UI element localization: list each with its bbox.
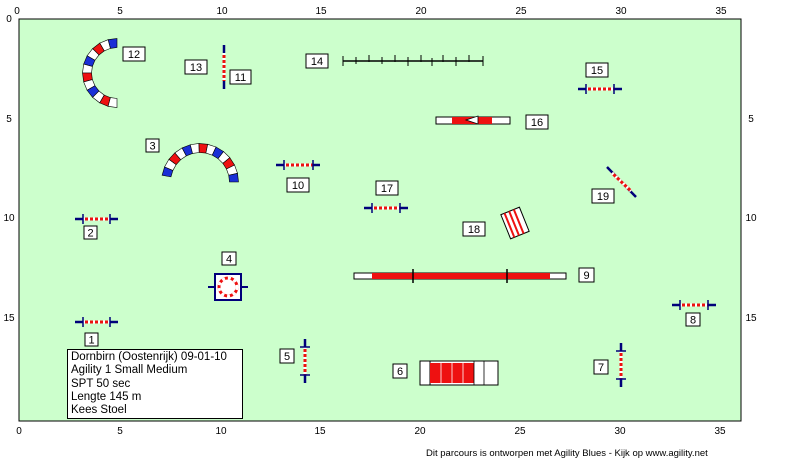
- obstacle-number-13: 13: [184, 59, 208, 75]
- obstacle-number-5: 5: [279, 348, 295, 364]
- top-ruler: 0 5 10 15 20 25 30 35: [14, 6, 727, 17]
- svg-text:13: 13: [190, 62, 202, 74]
- hurdle-7[interactable]: [616, 343, 626, 387]
- obstacle-number-2: 2: [83, 225, 98, 240]
- bottom-ruler: 0 5 10 15 20 25 30 35: [16, 426, 726, 437]
- obstacle-number-4: 4: [221, 251, 237, 266]
- info-judge: Kees Stoel: [71, 404, 127, 417]
- info-class: Agility 1 Small Medium: [71, 364, 188, 377]
- top-tick-label: 15: [315, 6, 327, 17]
- tunnel-segment: [228, 172, 239, 183]
- hurdle-10[interactable]: [276, 160, 320, 170]
- svg-text:19: 19: [597, 191, 609, 203]
- obstacle-number-18: 18: [462, 221, 486, 237]
- info-spt: SPT 50 sec: [71, 377, 131, 390]
- footer-credit: Dit parcours is ontworpen met Agility Bl…: [426, 448, 708, 459]
- info-location-date: Dornbirn (Oostenrijk) 09-01-10: [71, 351, 227, 363]
- top-tick-label: 30: [615, 6, 627, 17]
- svg-text:8: 8: [690, 315, 696, 327]
- weave-poles-14[interactable]: [342, 55, 484, 66]
- left-ruler: 0 5 10 15: [3, 14, 15, 324]
- obstacle-number-19: 19: [591, 188, 615, 204]
- top-tick-label: 25: [515, 6, 527, 17]
- bottom-tick-label: 30: [614, 426, 626, 437]
- bottom-tick-label: 15: [314, 426, 326, 437]
- svg-text:17: 17: [381, 183, 393, 195]
- wall-18[interactable]: [500, 206, 530, 240]
- left-tick-label: 10: [3, 213, 15, 224]
- svg-text:16: 16: [531, 117, 543, 129]
- bottom-tick-label: 5: [117, 426, 123, 437]
- obstacle-number-15: 15: [585, 62, 609, 78]
- top-tick-label: 0: [14, 6, 20, 17]
- tunnel-3[interactable]: [161, 143, 239, 183]
- svg-text:5: 5: [284, 351, 290, 363]
- obstacle-number-14: 14: [305, 53, 329, 69]
- svg-text:18: 18: [468, 224, 480, 236]
- left-tick-label: 0: [6, 14, 12, 25]
- obstacle-number-7: 7: [593, 359, 609, 375]
- hurdle-2[interactable]: [75, 214, 118, 224]
- obstacle-number-11: 11: [229, 69, 252, 85]
- svg-text:14: 14: [311, 56, 323, 68]
- tire-4[interactable]: [208, 273, 248, 301]
- obstacle-number-8: 8: [685, 312, 701, 327]
- obstacle-number-10: 10: [286, 177, 310, 193]
- top-tick-label: 10: [216, 6, 228, 17]
- obstacle-number-16: 16: [525, 114, 549, 130]
- left-tick-label: 5: [6, 114, 12, 125]
- top-tick-label: 5: [117, 6, 123, 17]
- right-tick-label: 10: [745, 213, 757, 224]
- svg-text:3: 3: [149, 141, 155, 153]
- bottom-tick-label: 25: [514, 426, 526, 437]
- bottom-tick-label: 0: [16, 426, 22, 437]
- dog-walk-9[interactable]: [353, 269, 567, 283]
- hurdle-8[interactable]: [672, 300, 716, 310]
- svg-text:15: 15: [591, 65, 603, 77]
- top-tick-label: 20: [415, 6, 427, 17]
- bottom-tick-label: 10: [215, 426, 227, 437]
- svg-text:9: 9: [583, 270, 589, 282]
- bottom-tick-label: 35: [714, 426, 726, 437]
- hurdle-5[interactable]: [300, 339, 310, 383]
- bottom-tick-label: 20: [414, 426, 426, 437]
- svg-text:12: 12: [128, 49, 140, 61]
- right-tick-label: 5: [748, 114, 754, 125]
- svg-text:1: 1: [88, 335, 94, 347]
- hurdle-15[interactable]: [578, 84, 622, 94]
- obstacle-number-12: 12: [122, 46, 146, 62]
- svg-text:2: 2: [87, 228, 93, 240]
- obstacle-number-3: 3: [145, 138, 160, 153]
- obstacle-number-1: 1: [84, 332, 99, 347]
- left-tick-label: 15: [3, 313, 15, 324]
- hurdle-17[interactable]: [364, 203, 408, 213]
- tunnel-12[interactable]: [82, 38, 118, 108]
- info-length: Lengte 145 m: [71, 390, 142, 403]
- hurdle-19[interactable]: [606, 166, 637, 198]
- right-tick-label: 15: [745, 313, 757, 324]
- svg-text:7: 7: [598, 362, 604, 374]
- collapsed-tunnel-6[interactable]: [419, 360, 499, 386]
- tunnel-segment: [107, 97, 118, 108]
- obstacle-number-6: 6: [392, 363, 408, 379]
- svg-text:10: 10: [292, 180, 304, 192]
- svg-text:11: 11: [235, 72, 246, 84]
- svg-text:4: 4: [226, 254, 232, 266]
- top-tick-label: 35: [715, 6, 727, 17]
- svg-text:6: 6: [397, 366, 403, 378]
- obstacle-number-17: 17: [375, 180, 399, 196]
- right-ruler: 5 10 15: [745, 114, 757, 324]
- course-info-box: Dornbirn (Oostenrijk) 09-01-10 Agility 1…: [67, 349, 243, 419]
- seesaw-16[interactable]: [435, 115, 511, 125]
- hurdle-1[interactable]: [75, 317, 118, 327]
- obstacle-number-9: 9: [578, 267, 595, 283]
